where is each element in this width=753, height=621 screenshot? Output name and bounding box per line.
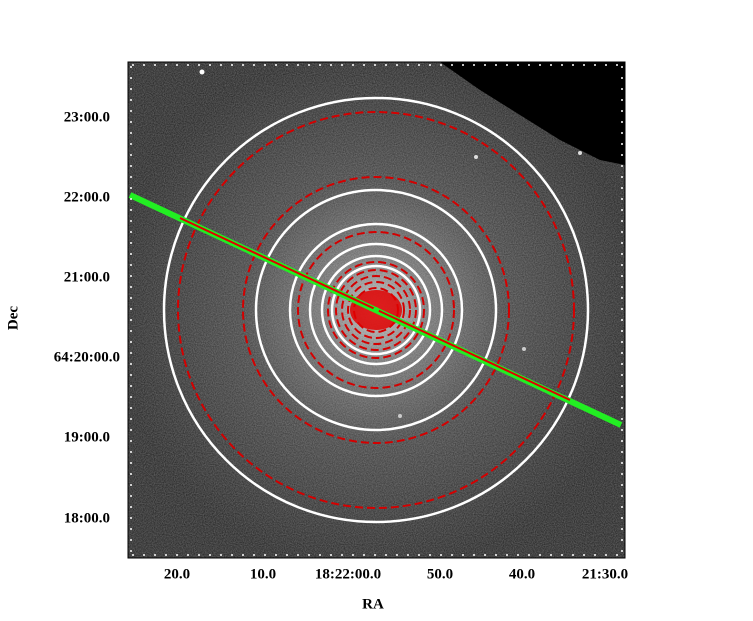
x-tick-label: 18:22:00.0 (315, 566, 381, 582)
tick-marks (130, 64, 623, 556)
y-tick-label: 64:20:00.0 (54, 349, 120, 365)
y-tick-label: 19:00.0 (64, 429, 110, 445)
image (128, 62, 625, 558)
y-tick-label: 23:00.0 (64, 109, 110, 125)
x-tick-label: 40.0 (509, 566, 535, 582)
y-tick-label: 18:00.0 (64, 510, 110, 526)
x-tick-label: 21:30.0 (582, 566, 628, 582)
y-tick-label: 21:00.0 (64, 269, 110, 285)
x-tick-label: 10.0 (250, 566, 276, 582)
x-tick-label: 20.0 (164, 566, 190, 582)
x-tick-label: 50.0 (427, 566, 453, 582)
x-axis-label: RA (362, 596, 384, 612)
y-tick-label: 22:00.0 (64, 189, 110, 205)
y-axis-label: Dec (5, 306, 21, 330)
labels: RA Dec 20.0 10.0 18:22:00.0 50.0 40.0 21:30.0… (5, 109, 628, 612)
